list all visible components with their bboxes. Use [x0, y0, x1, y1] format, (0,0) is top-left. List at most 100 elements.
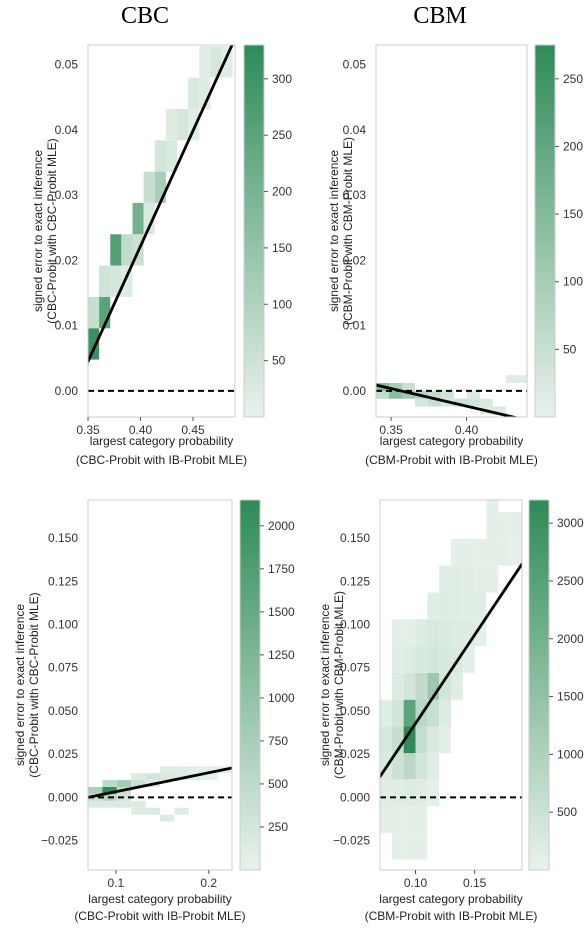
- heatmap-cell: [462, 565, 475, 593]
- heatmap-cell: [391, 779, 404, 807]
- heatmap-cell: [88, 787, 103, 794]
- heatmap-cell: [439, 699, 451, 727]
- heatmap-cell: [145, 773, 160, 781]
- heatmap-cell: [462, 646, 475, 673]
- y-axis-label-sub: (CBC-Probit with CBC-Probit MLE): [27, 592, 41, 777]
- colorbar-tick-label: 50: [272, 354, 286, 368]
- heatmap-cell: [474, 592, 487, 620]
- heatmap-cell: [199, 77, 211, 109]
- heatmap-cell: [391, 753, 404, 781]
- y-tick-label: 0.01: [343, 319, 367, 333]
- colorbar-tick-label: 3000: [557, 516, 584, 530]
- y-tick-label: 0.075: [340, 661, 370, 675]
- y-tick-label: 0.025: [48, 747, 78, 761]
- colorbar-tick-label: 100: [563, 275, 583, 289]
- heatmap-cell: [102, 787, 117, 794]
- x-axis-label-sub: (CBM-Probit with IB-Probit MLE): [365, 909, 538, 923]
- colorbar-gradient: [239, 499, 261, 871]
- heatmap-cell: [403, 699, 416, 727]
- heatmap-cell: [188, 108, 200, 141]
- heatmap-cell: [145, 807, 160, 815]
- heatmap-cells: [380, 500, 522, 860]
- colorbar-gradient: [528, 499, 550, 871]
- heatmap-cell: [403, 726, 416, 754]
- y-tick-label: 0.000: [340, 790, 370, 804]
- heatmap-cell: [116, 800, 132, 808]
- heatmap-cells: [88, 766, 232, 822]
- heatmap-cell: [165, 108, 178, 141]
- y-tick-label: −0.025: [41, 834, 78, 848]
- heatmap-cell: [131, 800, 146, 808]
- heatmap-cell: [415, 832, 428, 860]
- heatmap-cells: [376, 375, 527, 417]
- y-tick-label: 0.03: [55, 188, 79, 202]
- heatmap-cell: [439, 565, 451, 593]
- y-axis-label: signed error to exact inference: [318, 604, 332, 766]
- regression-fit-line: [88, 766, 232, 799]
- heatmap-cell: [451, 592, 463, 620]
- colorbar: 50 100 150 200 250: [534, 44, 583, 418]
- heatmap-cell: [403, 672, 416, 700]
- heatmap-cell: [401, 390, 415, 399]
- heatmap-cell: [376, 390, 389, 399]
- heatmap-cell: [479, 398, 493, 407]
- heatmap-cell: [131, 773, 146, 781]
- y-tick-label: 0.125: [48, 574, 78, 588]
- heatmap-cell: [199, 46, 211, 78]
- y-tick-label: 0.025: [340, 747, 370, 761]
- column-title-cbm: CBM: [413, 3, 466, 29]
- colorbar-tick-label: 500: [268, 777, 288, 791]
- y-tick-label: 0.150: [340, 531, 370, 545]
- colorbar-tick-label: 1500: [268, 605, 295, 619]
- heatmap-cell: [88, 328, 100, 360]
- y-axis-label: signed error to exact inference: [31, 150, 45, 312]
- heatmap-cell: [427, 726, 440, 754]
- heatmap-cell: [439, 646, 451, 673]
- colorbar-tick-label: 500: [557, 805, 577, 819]
- heatmap-cell: [102, 780, 117, 788]
- heatmap-cell: [391, 726, 404, 754]
- heatmap-cell: [510, 512, 522, 539]
- heatmap-cell: [451, 619, 463, 647]
- y-tick-label: 0.050: [340, 704, 370, 718]
- heatmap-cell: [403, 646, 416, 673]
- heatmap-cell: [462, 592, 475, 620]
- x-tick-label: 0.35: [76, 423, 100, 437]
- x-tick-label: 0.10: [404, 876, 428, 890]
- heatmap-cell: [88, 800, 103, 808]
- heatmap-cell: [99, 265, 111, 297]
- panel-3: 0.1 0.2 −0.025 0.000 0.025 0.050 0.075 0.100 0.1…: [13, 499, 295, 923]
- y-axis-label-sub: (CBM-Probit with CBM-Probit MLE): [332, 591, 346, 779]
- heatmap-cell: [415, 619, 428, 647]
- colorbar-tick-label: 1750: [268, 562, 295, 576]
- heatmap-cell: [453, 398, 467, 407]
- heatmap-cell: [188, 77, 200, 109]
- regression-fit-line: [376, 383, 520, 417]
- heatmap-cell: [403, 806, 416, 833]
- colorbar-tick-label: 100: [272, 297, 292, 311]
- heatmap-cell: [427, 646, 440, 673]
- x-axis-label: largest category probability: [380, 434, 523, 448]
- y-axis-label-sub: (CBC-Probit with CBC-Probit MLE): [45, 138, 59, 323]
- y-tick-label: 0.03: [343, 188, 367, 202]
- plot-frame: [87, 44, 236, 418]
- colorbar-tick-label: 1000: [268, 691, 295, 705]
- regression-fit-line: [88, 45, 234, 363]
- heatmap-cell: [121, 265, 133, 297]
- heatmap-cell: [474, 538, 487, 566]
- heatmap-cell: [110, 234, 122, 266]
- y-tick-label: 0.100: [340, 617, 370, 631]
- heatmap-cell: [510, 538, 522, 566]
- heatmap-cell: [415, 779, 428, 807]
- heatmap-cell: [88, 793, 103, 801]
- colorbar-tick-label: 1500: [557, 690, 584, 704]
- x-axis-label: largest category probability: [379, 892, 522, 906]
- heatmap-cell: [391, 699, 404, 727]
- y-tick-label: 0.04: [343, 123, 367, 137]
- y-tick-label: 0.125: [340, 574, 370, 588]
- heatmap-cell: [99, 296, 111, 329]
- colorbar-tick-label: 300: [272, 72, 292, 86]
- heatmap-cell: [388, 390, 402, 399]
- y-tick-label: 0.05: [55, 58, 79, 72]
- y-tick-label: 0.02: [343, 253, 367, 267]
